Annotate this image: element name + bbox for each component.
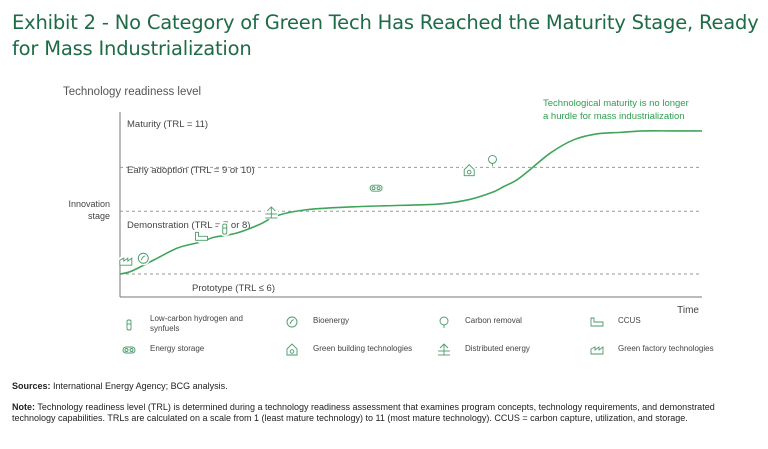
legend-label: Green factory technologies: [618, 344, 714, 353]
carbon-removal-icon: [439, 316, 449, 328]
legend-label: CCUS: [618, 316, 641, 325]
note-text: Technology readiness level (TRL) is dete…: [12, 402, 715, 423]
legend-label: Carbon removal: [465, 316, 522, 325]
energy-storage-marker-icon: [369, 181, 384, 196]
legend-label: Distributed energy: [465, 344, 530, 353]
level-label-1: Early adoption (TRL = 9 or 10): [127, 165, 255, 176]
green-factory-icon: [590, 346, 604, 355]
sources: Sources: International Energy Agency; BC…: [12, 381, 758, 392]
annotation-line-1: Technological maturity is no longer: [543, 98, 689, 109]
energy-storage-icon: [122, 346, 136, 354]
green-building-technologies-marker-icon: [462, 163, 477, 178]
bioenergy-marker-icon: [136, 251, 151, 266]
ccus-marker-icon: [194, 229, 209, 244]
distributed-energy-icon: [438, 343, 450, 356]
legend-label: Green building technologies: [313, 344, 413, 353]
sources-text: International Energy Agency; BCG analysi…: [50, 381, 228, 391]
title-line-1: Exhibit 2 - No Category of Green Tech Ha…: [12, 11, 759, 34]
maturity-curve: [119, 130, 702, 275]
carbon-removal-marker-icon: [485, 153, 500, 168]
legend-item-low-carbon-hydrogen-and-synfuels: Low-carbon hydrogen and synfuels: [120, 314, 260, 334]
legend-item-green-factory-technologies: Green factory technologies: [588, 342, 728, 356]
legend-label: Low-carbon hydrogen and synfuels: [150, 314, 243, 333]
legend-item-distributed-energy: Distributed energy: [435, 342, 575, 356]
note-label: Note:: [12, 402, 35, 412]
hydrogen-icon: [126, 319, 132, 331]
legend-item-carbon-removal: Carbon removal: [435, 314, 575, 328]
title-line-2: for Mass Industrialization: [12, 37, 252, 60]
y-axis-top-label: Technology readiness level: [63, 86, 202, 98]
ccus-icon: [590, 317, 604, 327]
low-carbon-hydrogen-and-synfuels-marker-icon: [217, 222, 232, 237]
y-axis-label-line-2: stage: [88, 211, 110, 221]
exhibit-title: Exhibit 2 - No Category of Green Tech Ha…: [12, 10, 762, 62]
legend-label: Energy storage: [150, 344, 205, 353]
x-axis-label: Time: [677, 305, 699, 316]
legend-item-energy-storage: Energy storage: [120, 342, 260, 356]
bioenergy-icon: [286, 316, 298, 328]
level-label-3: Prototype (TRL ≤ 6): [192, 283, 275, 294]
note: Note: Technology readiness level (TRL) i…: [12, 402, 758, 424]
legend-label: Bioenergy: [313, 316, 350, 325]
distributed-energy-marker-icon: [264, 205, 279, 220]
legend-item-ccus: CCUS: [588, 314, 728, 328]
level-label-0: Maturity (TRL = 11): [127, 119, 208, 130]
sources-label: Sources:: [12, 381, 51, 391]
y-axis-label-line-1: Innovation: [68, 199, 110, 209]
legend-item-green-building-technologies: Green building technologies: [283, 342, 423, 356]
green-building-icon: [286, 343, 298, 356]
annotation-line-2: a hurdle for mass industrialization: [543, 111, 685, 122]
legend-item-bioenergy: Bioenergy: [283, 314, 423, 328]
green-factory-technologies-marker-icon: [118, 254, 133, 269]
level-label-2: Demonstration (TRL = 7 or 8): [127, 220, 250, 231]
